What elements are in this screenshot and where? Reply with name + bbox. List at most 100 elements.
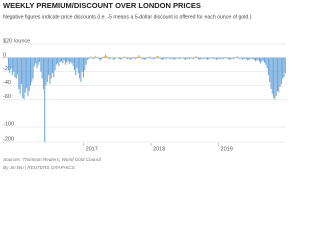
bar: [50, 57, 52, 79]
bar: [13, 57, 15, 72]
bar: [198, 57, 200, 60]
bar: [213, 57, 215, 60]
bar: [54, 57, 56, 71]
bar: [174, 57, 176, 60]
x-tick-label: 2018: [153, 146, 165, 152]
bar: [209, 57, 211, 59]
bar: [155, 57, 157, 59]
bar: [235, 57, 237, 58]
bar: [234, 57, 236, 59]
bar: [169, 57, 171, 60]
bar: [32, 57, 34, 79]
y-tick-label: -40: [3, 80, 11, 86]
bar: [203, 57, 205, 60]
bar: [46, 57, 48, 83]
bar: [182, 57, 184, 59]
source: Sources: Thomson Reuters; World Gold Cou…: [3, 157, 102, 162]
bar: [92, 57, 94, 59]
bar: [104, 54, 107, 58]
bar: [222, 57, 224, 60]
bar: [42, 57, 44, 89]
chart-subtitle: Negative figures indicate price discount…: [3, 14, 252, 20]
bar: [39, 57, 41, 62]
bar: [62, 57, 64, 64]
bar: [80, 57, 82, 83]
bar: [232, 57, 235, 60]
bar: [51, 57, 53, 74]
y-tick-label: 0: [3, 52, 6, 58]
bar: [284, 57, 286, 74]
bar: [201, 57, 203, 59]
bar: [164, 57, 166, 59]
x-tick-label: 2017: [86, 146, 98, 152]
bar: [97, 57, 99, 59]
bar: [258, 57, 260, 62]
bar: [207, 57, 209, 60]
bar: [117, 57, 119, 59]
bar: [261, 57, 263, 62]
bar: [217, 57, 219, 60]
x-tick-label: 2019: [221, 146, 233, 152]
bar: [18, 57, 20, 89]
bar: [231, 57, 233, 59]
bar: [14, 57, 16, 78]
bar: [121, 57, 123, 59]
bar: [218, 57, 220, 59]
bar: [216, 57, 218, 60]
bar: [226, 57, 228, 59]
bar: [238, 57, 240, 59]
bar: [244, 57, 246, 59]
bar: [170, 57, 172, 59]
bar: [196, 57, 198, 59]
bar: [254, 57, 257, 62]
bar: [20, 57, 22, 85]
bar: [260, 57, 262, 64]
bar: [53, 57, 55, 78]
bar: [186, 57, 188, 60]
bar: [79, 57, 81, 79]
bar: [31, 57, 33, 83]
bar: [89, 57, 91, 59]
bar: [119, 57, 121, 60]
bar: [22, 57, 24, 98]
bar: [208, 57, 210, 60]
bar: [242, 57, 244, 60]
bar: [17, 57, 19, 75]
bar: [276, 57, 278, 92]
bar: [143, 57, 145, 60]
bar: [64, 57, 66, 65]
bar: [179, 57, 182, 59]
bar: [111, 57, 113, 58]
bar: [49, 57, 51, 85]
bar: [23, 57, 25, 100]
bar: [36, 57, 38, 69]
bar: [212, 57, 214, 59]
bar: [230, 57, 232, 60]
bar: [71, 57, 73, 64]
bar: [178, 57, 180, 60]
bar: [81, 57, 83, 72]
bar: [280, 57, 282, 85]
bar: [27, 57, 29, 96]
bar: [137, 56, 139, 58]
bar: [181, 57, 183, 58]
bar: [223, 57, 225, 59]
bar: [220, 57, 222, 60]
bar: [221, 57, 223, 59]
y-tick-label: $20 /ounce: [3, 38, 30, 44]
bar: [146, 57, 148, 59]
bar: [103, 56, 105, 58]
bar: [282, 57, 284, 79]
bar: [157, 56, 160, 58]
bar: [110, 57, 112, 59]
y-tick-label: -20: [3, 66, 11, 72]
bar: [156, 55, 158, 58]
bar: [145, 57, 147, 60]
bar: [19, 57, 21, 94]
bar: [138, 55, 140, 58]
bar: [10, 57, 12, 69]
bar: [124, 56, 126, 58]
bar: [11, 57, 13, 76]
bar: [147, 57, 149, 58]
bar: [70, 57, 72, 62]
